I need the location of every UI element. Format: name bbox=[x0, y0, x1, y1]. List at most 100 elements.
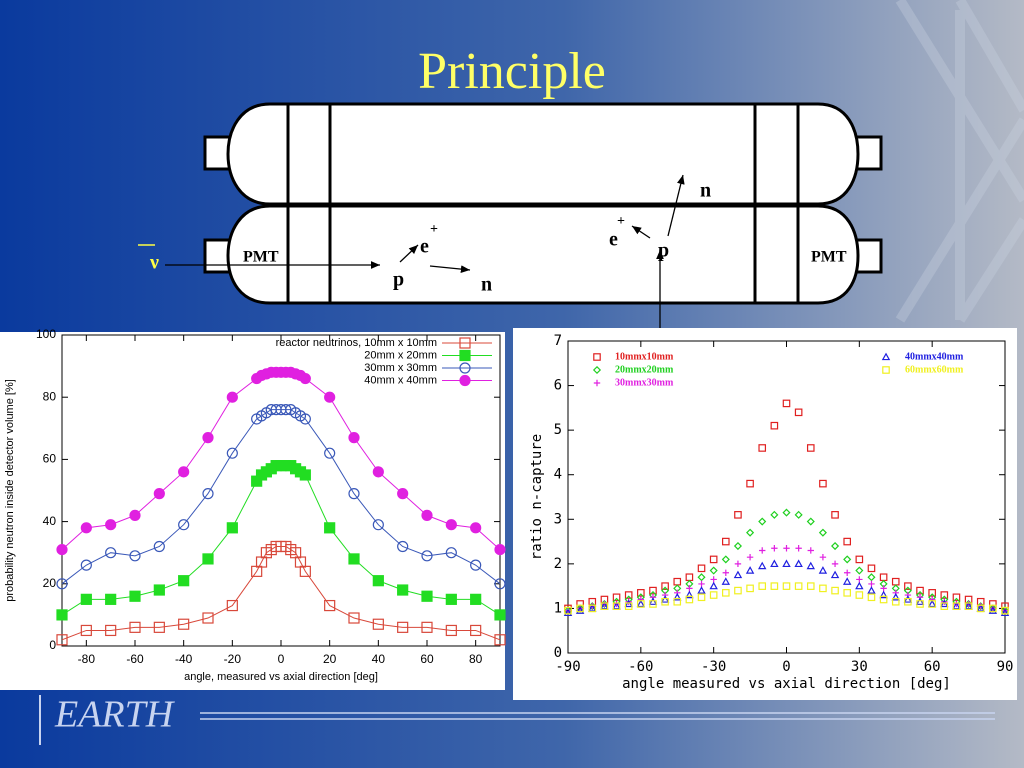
x-axis-label: angle, measured vs axial direction [deg] bbox=[184, 671, 378, 683]
marker bbox=[746, 553, 754, 561]
legend-label: 40mm x 40mm bbox=[364, 374, 437, 386]
x-tick-label: 20 bbox=[323, 652, 337, 666]
marker bbox=[348, 612, 360, 624]
marker bbox=[830, 570, 840, 579]
x-tick-label: 30 bbox=[851, 659, 868, 675]
pmt-label: PMT bbox=[811, 249, 847, 266]
marker bbox=[819, 584, 827, 593]
marker bbox=[80, 522, 92, 534]
marker bbox=[758, 582, 767, 590]
marker bbox=[721, 577, 731, 585]
marker bbox=[782, 559, 791, 568]
marker bbox=[299, 372, 311, 385]
marker bbox=[745, 566, 755, 574]
marker bbox=[563, 608, 573, 617]
marker bbox=[831, 560, 839, 568]
marker bbox=[976, 604, 985, 613]
marker bbox=[770, 559, 779, 568]
marker bbox=[734, 560, 742, 568]
y-tick-label: 60 bbox=[43, 452, 57, 466]
legend-label: 40mmx40mm bbox=[905, 351, 964, 362]
marker bbox=[843, 555, 852, 564]
marker bbox=[649, 586, 657, 595]
legend-label: 10mmx10mm bbox=[615, 351, 674, 362]
marker bbox=[770, 510, 779, 519]
legend-key bbox=[592, 365, 602, 375]
marker bbox=[806, 582, 815, 590]
legend-marker bbox=[592, 365, 602, 375]
marker bbox=[867, 573, 876, 582]
marker bbox=[806, 561, 815, 570]
marker bbox=[722, 569, 730, 576]
marker bbox=[324, 599, 336, 612]
marker bbox=[867, 564, 876, 573]
y-tick-label: 40 bbox=[43, 514, 57, 528]
y-axis-label: ratio n-capture bbox=[529, 434, 545, 560]
marker bbox=[952, 602, 961, 611]
marker bbox=[831, 541, 840, 551]
chart-panel bbox=[0, 332, 505, 690]
marker bbox=[770, 421, 779, 430]
y-tick-label: 5 bbox=[554, 422, 562, 438]
marker bbox=[129, 509, 141, 521]
marker bbox=[636, 599, 646, 608]
legend-key bbox=[593, 379, 601, 387]
x-tick-label: 80 bbox=[469, 652, 483, 666]
marker bbox=[722, 537, 730, 546]
marker bbox=[891, 592, 900, 601]
y-tick-label: 0 bbox=[554, 645, 562, 661]
marker bbox=[470, 624, 482, 637]
marker bbox=[421, 550, 433, 562]
marker bbox=[758, 517, 767, 526]
marker bbox=[649, 600, 657, 608]
marker bbox=[624, 599, 633, 608]
y-tick-label: 3 bbox=[554, 511, 562, 527]
marker bbox=[734, 586, 742, 595]
marker bbox=[105, 593, 117, 605]
legend-key bbox=[882, 366, 890, 374]
particle-label: p bbox=[658, 240, 669, 262]
marker bbox=[709, 555, 718, 564]
marker bbox=[470, 593, 482, 605]
particle-label: + bbox=[430, 222, 438, 237]
y-tick-label: 6 bbox=[554, 378, 562, 394]
marker bbox=[299, 565, 311, 577]
marker bbox=[819, 479, 827, 488]
marker bbox=[445, 519, 457, 531]
marker bbox=[178, 618, 190, 630]
x-axis-label: angle measured vs axial direction [deg] bbox=[622, 676, 951, 692]
marker bbox=[928, 589, 936, 597]
marker bbox=[818, 566, 828, 574]
marker bbox=[178, 466, 190, 478]
marker bbox=[673, 597, 682, 606]
marker bbox=[904, 597, 912, 606]
marker bbox=[794, 510, 803, 519]
marker bbox=[648, 597, 658, 605]
marker bbox=[855, 566, 864, 575]
marker bbox=[56, 609, 68, 621]
marker bbox=[660, 595, 670, 603]
marker bbox=[445, 593, 457, 605]
marker bbox=[964, 602, 973, 611]
marker bbox=[588, 604, 597, 613]
marker bbox=[178, 519, 190, 531]
marker bbox=[494, 578, 506, 590]
marker bbox=[685, 595, 694, 604]
marker bbox=[927, 599, 937, 608]
marker bbox=[421, 509, 433, 521]
marker bbox=[226, 447, 238, 459]
marker bbox=[661, 597, 669, 606]
marker bbox=[795, 545, 802, 552]
marker bbox=[153, 540, 165, 553]
x-tick-label: -80 bbox=[78, 652, 96, 666]
y-tick-label: 0 bbox=[49, 638, 56, 652]
marker bbox=[976, 603, 985, 612]
arrows bbox=[165, 174, 685, 338]
marker bbox=[868, 580, 875, 588]
marker bbox=[494, 634, 506, 646]
pmt-label: PMT bbox=[243, 249, 279, 266]
marker bbox=[697, 593, 706, 602]
x-tick-label: -60 bbox=[628, 659, 653, 675]
x-tick-label: -60 bbox=[126, 652, 144, 666]
marker bbox=[624, 602, 633, 611]
